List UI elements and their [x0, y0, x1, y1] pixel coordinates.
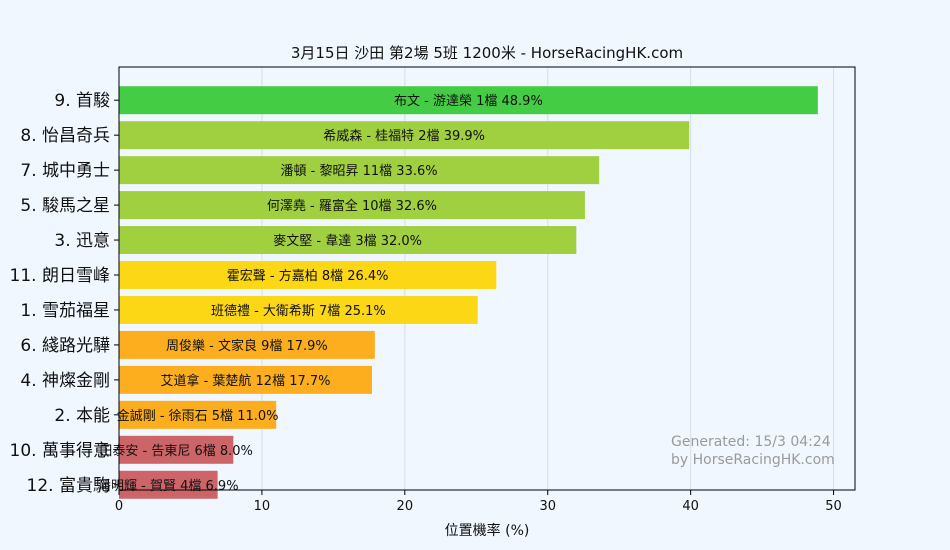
bars: 布文 - 游達榮 1檔 48.9% 希威森 - 桂福特 2檔 39.9% 潘頓 - … — [98, 86, 818, 499]
bar-10 — [119, 400, 277, 429]
bar-data-label: 班德禮 - 大衛希斯 7檔 25.1% — [211, 304, 386, 319]
watermark: Generated: 15/3 04:24 by HorseRacingHK.co… — [671, 434, 835, 468]
bar-data-label: 周俊樂 - 文家良 9檔 17.9% — [166, 338, 328, 354]
bar-data-label: 田泰安 - 告東尼 6檔 8.0% — [99, 443, 253, 459]
y-tick-label: 8. 怡昌奇兵 — [20, 126, 110, 146]
bar-8 — [119, 330, 375, 359]
x-tick-label: 0 — [115, 499, 123, 514]
y-tick-label: 12. 富貴駒 — [27, 476, 110, 496]
watermark-line: Generated: 15/3 04:24 — [671, 434, 831, 450]
y-tick-label: 2. 本能 — [54, 406, 110, 426]
y-tick-label: 4. 神燦金剛 — [20, 371, 110, 391]
watermark-line: by HorseRacingHK.com — [671, 452, 835, 468]
bar-12 — [119, 470, 218, 499]
bar-1 — [119, 86, 818, 115]
bar-data-label: 霍宏聲 - 方嘉柏 8檔 26.4% — [227, 268, 389, 284]
x-tick-label: 50 — [825, 499, 842, 514]
bar-7 — [119, 295, 478, 324]
bar-data-label: 麥文堅 - 韋達 3檔 32.0% — [273, 233, 422, 249]
x-tick-label: 40 — [682, 499, 699, 514]
y-tick-label: 9. 首駿 — [54, 91, 110, 111]
bar-data-label: 潘頓 - 黎昭昇 11檔 33.6% — [281, 164, 438, 179]
bar-9 — [119, 365, 372, 394]
x-axis-label: 位置機率 (%) — [445, 522, 530, 539]
bar-data-label: 希威森 - 桂福特 2檔 39.9% — [323, 129, 485, 144]
bar-11 — [119, 435, 234, 464]
x-tick-label: 30 — [539, 499, 556, 514]
bar-6 — [119, 261, 497, 289]
bar-5 — [119, 226, 577, 255]
bar-data-label: 金誠剛 - 徐雨石 5檔 11.0% — [117, 408, 279, 424]
y-tick-label: 10. 萬事得意 — [10, 441, 110, 461]
bar-data-label: 艾道拿 - 葉楚航 12檔 17.7% — [160, 373, 330, 389]
y-tick-label: 1. 雪茄福星 — [20, 301, 110, 321]
y-tick-label: 11. 朗日雪峰 — [10, 266, 110, 286]
bar-2 — [119, 121, 690, 150]
bar-data-label: 何澤堯 - 羅富全 10檔 32.6% — [267, 198, 437, 214]
x-tick-label: 10 — [254, 499, 271, 514]
y-tick-label: 5. 駿馬之星 — [20, 196, 110, 216]
plot-frame — [118, 66, 856, 491]
bar-data-label: 布文 - 游達榮 1檔 48.9% — [394, 94, 543, 109]
y-tick-label: 3. 迅意 — [54, 231, 110, 251]
y-tick-label: 7. 城中勇士 — [20, 161, 110, 181]
bar-4 — [119, 191, 585, 220]
y-tick-label: 6. 綫路光驊 — [20, 336, 110, 356]
axes: 0 10 20 30 40 50 9. 首駿 8. 怡昌奇兵 7. 城中勇士 5. 駿馬之星 3. … — [10, 66, 856, 514]
chart-title: 3月15日 沙田 第2場 5班 1200米 - HorseRacingHK.co… — [291, 44, 683, 62]
x-tick-label: 20 — [397, 499, 414, 514]
bar-3 — [119, 156, 600, 185]
